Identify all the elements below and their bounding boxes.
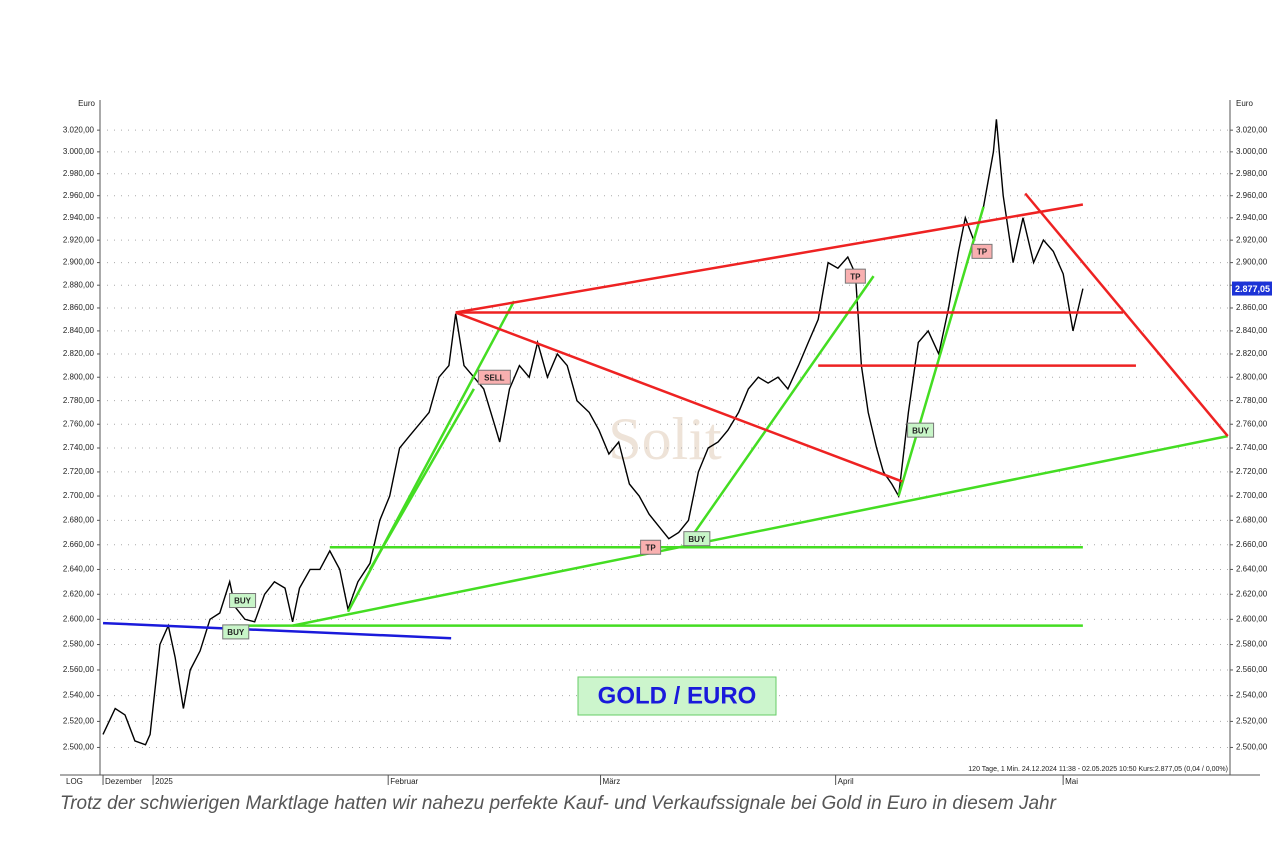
signal-box — [640, 539, 662, 555]
y-axis-label: Euro — [78, 99, 95, 108]
y-tick-label: 2.760,00 — [63, 419, 95, 428]
caption: Trotz der schwierigen Marktlage hatten w… — [60, 793, 1057, 814]
y-tick-label-right: 2.840,00 — [1236, 326, 1268, 335]
signal-box — [222, 624, 250, 640]
y-tick-label-right: 2.780,00 — [1236, 396, 1268, 405]
y-tick-label: 2.500,00 — [63, 743, 95, 752]
x-tick-label: 2025 — [155, 777, 173, 786]
x-tick-label: Dezember — [105, 777, 142, 786]
y-tick-label: 2.540,00 — [63, 691, 95, 700]
trend-line — [897, 206, 985, 497]
signal-box — [907, 422, 935, 438]
info-text: 120 Tage, 1 Min. 24.12.2024 11:38 - 02.0… — [968, 766, 1228, 773]
x-tick-label: März — [603, 777, 621, 786]
y-tick-label-right: 2.820,00 — [1236, 349, 1268, 358]
y-tick-label: 2.700,00 — [63, 491, 95, 500]
trend-line — [292, 434, 1228, 627]
y-tick-label-right: 2.980,00 — [1236, 169, 1268, 178]
signal-label: BUY — [227, 628, 245, 637]
y-tick-label-right: 2.560,00 — [1236, 665, 1268, 674]
signal-box — [844, 268, 866, 284]
y-tick-label-right: 2.580,00 — [1236, 640, 1268, 649]
y-tick-label: 2.860,00 — [63, 303, 95, 312]
signal-box — [971, 243, 993, 259]
y-tick-label-right: 2.920,00 — [1236, 235, 1268, 244]
trend-line — [455, 203, 1084, 314]
y-tick-label-right: 2.960,00 — [1236, 191, 1268, 200]
y-tick-label: 2.960,00 — [63, 191, 95, 200]
y-tick-label-right: 3.020,00 — [1236, 125, 1268, 134]
y-tick-label-right: 2.740,00 — [1236, 443, 1268, 452]
last-value-label: 2.877,05 — [1235, 284, 1270, 294]
last-value-box — [1232, 281, 1272, 296]
y-tick-label: 2.900,00 — [63, 258, 95, 267]
signal-label: TP — [977, 247, 988, 256]
y-tick-label: 2.560,00 — [63, 665, 95, 674]
y-tick-label-right: 2.720,00 — [1236, 467, 1268, 476]
y-tick-label-right: 2.940,00 — [1236, 213, 1268, 222]
y-tick-label: 2.980,00 — [63, 169, 95, 178]
y-tick-label: 2.660,00 — [63, 540, 95, 549]
y-tick-label-right: 2.680,00 — [1236, 515, 1268, 524]
x-tick-label: Februar — [390, 777, 418, 786]
y-tick-label-right: 2.800,00 — [1236, 372, 1268, 381]
y-tick-label-right: 2.520,00 — [1236, 717, 1268, 726]
x-tick-label: April — [838, 777, 854, 786]
y-tick-label: 2.600,00 — [63, 614, 95, 623]
y-tick-label-right: 2.860,00 — [1236, 303, 1268, 312]
y-tick-label-right: 2.500,00 — [1236, 743, 1268, 752]
y-tick-label: 2.520,00 — [63, 717, 95, 726]
y-tick-label-right: 2.700,00 — [1236, 491, 1268, 500]
y-tick-label: 2.880,00 — [63, 280, 95, 289]
signal-box — [477, 369, 511, 385]
y-tick-label-right: 2.540,00 — [1236, 691, 1268, 700]
y-tick-label-right: 2.620,00 — [1236, 589, 1268, 598]
y-tick-label: 2.840,00 — [63, 326, 95, 335]
y-tick-label: 2.940,00 — [63, 213, 95, 222]
y-tick-label-right: 3.000,00 — [1236, 147, 1268, 156]
signal-label: BUY — [688, 535, 706, 544]
trend-line — [368, 388, 475, 571]
y-tick-label: 2.920,00 — [63, 235, 95, 244]
trend-line — [102, 621, 452, 640]
trend-line — [1024, 192, 1229, 437]
title-box — [577, 676, 777, 716]
y-tick-label-right: 2.760,00 — [1236, 419, 1268, 428]
y-tick-label: 2.580,00 — [63, 640, 95, 649]
y-tick-label: 2.680,00 — [63, 515, 95, 524]
signal-box — [229, 593, 257, 609]
y-tick-label: 2.620,00 — [63, 589, 95, 598]
y-tick-label: 2.780,00 — [63, 396, 95, 405]
signal-box — [683, 531, 711, 547]
y-tick-label: 2.720,00 — [63, 467, 95, 476]
y-tick-label: 2.820,00 — [63, 349, 95, 358]
y-tick-label-right: 2.600,00 — [1236, 614, 1268, 623]
y-tick-label-right: 2.640,00 — [1236, 565, 1268, 574]
watermark: Solit — [608, 406, 722, 472]
y-tick-label-right: 2.900,00 — [1236, 258, 1268, 267]
price-line — [102, 119, 1084, 746]
y-tick-label: 3.000,00 — [63, 147, 95, 156]
signal-label: SELL — [484, 373, 505, 382]
y-tick-label: 2.800,00 — [63, 372, 95, 381]
y-tick-label-right: 2.660,00 — [1236, 540, 1268, 549]
y-tick-label: 2.640,00 — [63, 565, 95, 574]
y-axis-label-right: Euro — [1236, 99, 1253, 108]
signal-label: TP — [850, 272, 861, 281]
trend-line — [687, 275, 875, 542]
scale-label: LOG — [66, 777, 83, 786]
signal-label: BUY — [912, 426, 930, 435]
x-tick-label: Mai — [1065, 777, 1078, 786]
y-tick-label: 2.740,00 — [63, 443, 95, 452]
signal-label: TP — [645, 543, 656, 552]
y-tick-label: 3.020,00 — [63, 125, 95, 134]
chart-title: GOLD / EURO — [598, 682, 757, 709]
trend-line — [455, 311, 903, 483]
signal-label: BUY — [234, 597, 252, 606]
